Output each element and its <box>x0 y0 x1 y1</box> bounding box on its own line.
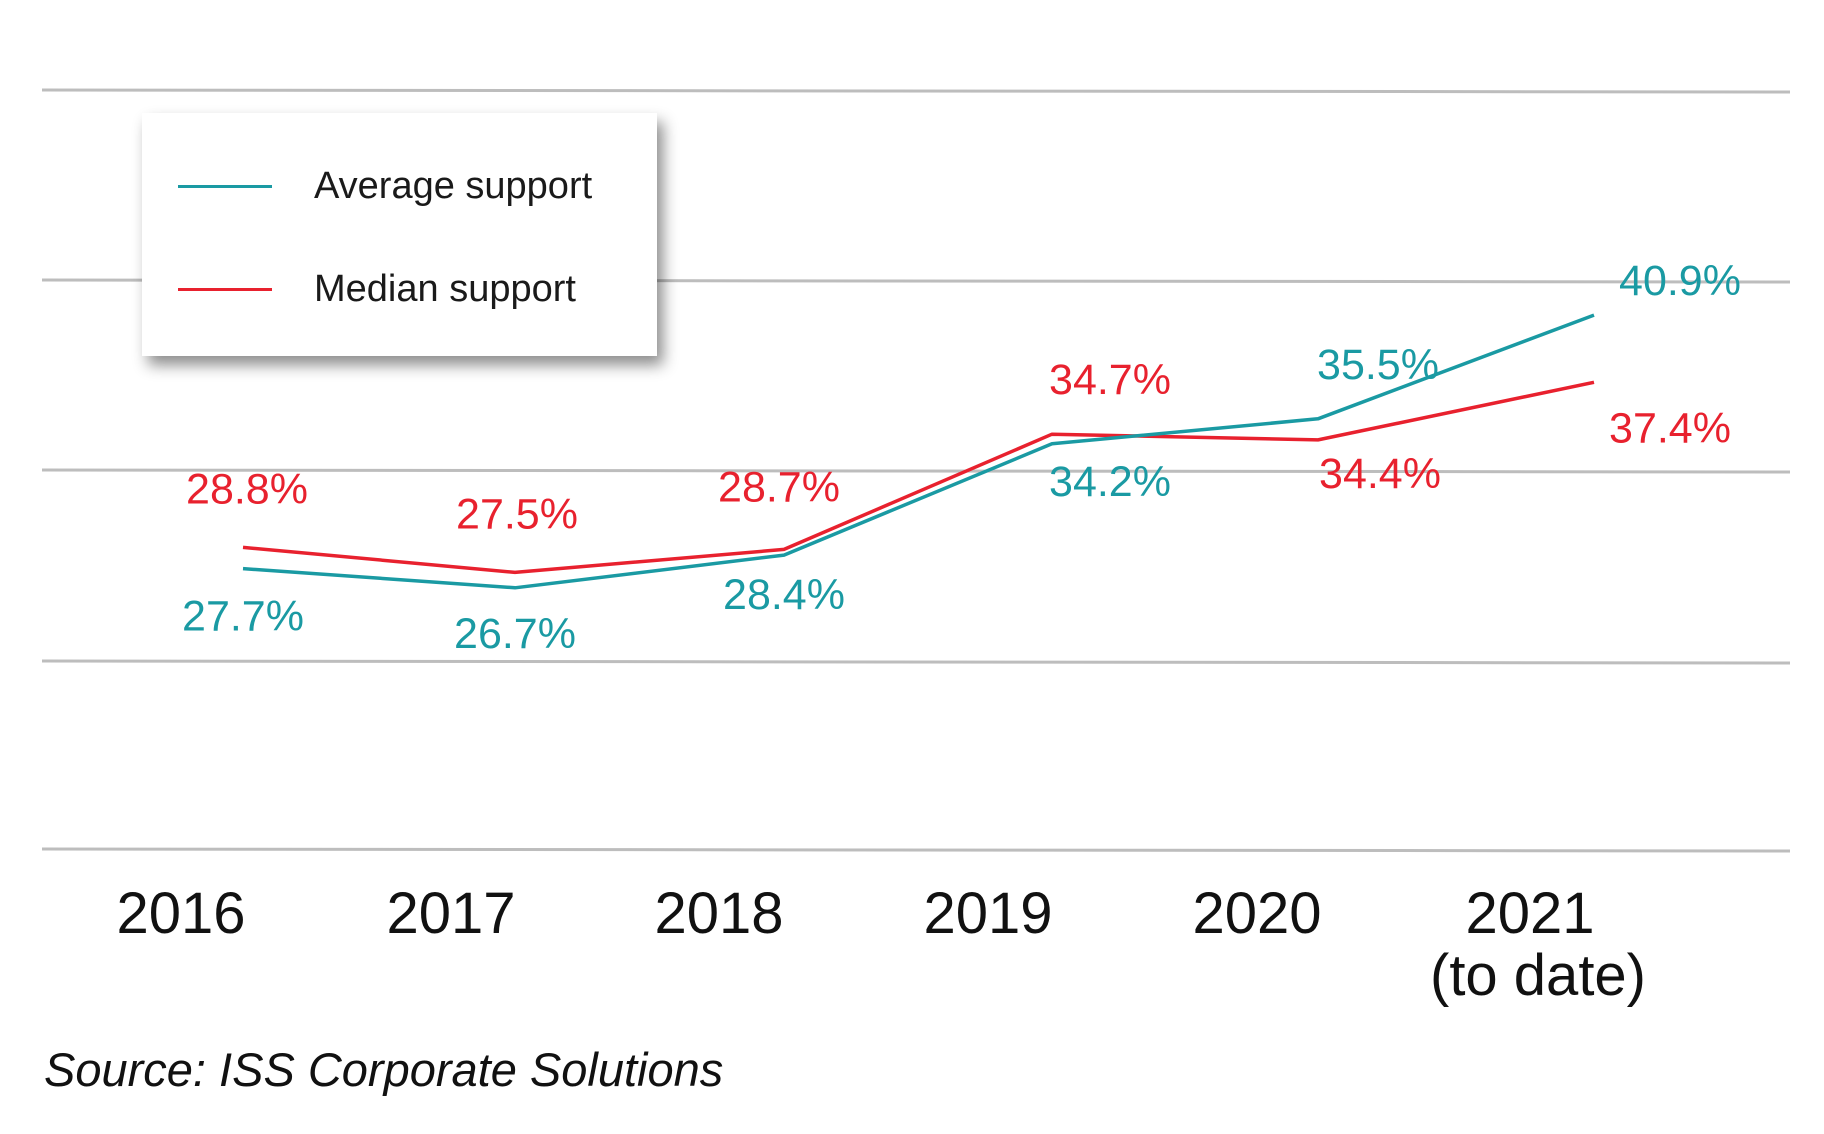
data-labels: 27.7% 26.7% 28.4% 34.2% 35.5% 40.9% 28.8% 27.5%… <box>182 257 1741 658</box>
x-tick-sublabel: (to date) <box>1430 943 1646 1008</box>
series-line-median <box>242 380 1595 575</box>
legend-label-average: Average support <box>314 165 593 207</box>
source-note: Source: ISS Corporate Solutions <box>44 1043 724 1096</box>
series-line-average <box>242 313 1595 590</box>
x-axis: 2016 2017 2018 2019 2020 2021(to date) <box>116 881 1646 1008</box>
data-label-average: 40.9% <box>1619 257 1741 305</box>
gridline <box>41 847 1791 853</box>
data-label-average: 34.2% <box>1049 458 1171 506</box>
data-label-median: 34.7% <box>1049 356 1171 404</box>
legend-swatch-median <box>178 288 272 291</box>
legend-item-median: Median support <box>178 268 576 311</box>
legend: Average support Median support <box>142 113 657 356</box>
data-label-median: 27.5% <box>456 490 578 538</box>
legend-item-average: Average support <box>178 165 592 208</box>
x-tick-label: 2021 <box>1465 881 1594 946</box>
data-label-median: 37.4% <box>1609 404 1731 452</box>
data-label-median: 28.7% <box>718 463 840 511</box>
gridline <box>41 88 1791 94</box>
x-tick-label: 2020 <box>1192 881 1321 946</box>
data-label-average: 27.7% <box>182 593 304 641</box>
data-label-average: 26.7% <box>454 610 576 658</box>
x-tick-label: 2019 <box>923 881 1052 946</box>
x-tick-label: 2018 <box>654 881 783 946</box>
gridline <box>41 468 1791 474</box>
data-label-average: 28.4% <box>723 571 845 619</box>
data-label-median: 34.4% <box>1319 450 1441 498</box>
data-label-median: 28.8% <box>186 465 308 513</box>
gridline <box>41 659 1791 665</box>
legend-label-median: Median support <box>314 268 576 310</box>
series-lines <box>242 313 1595 590</box>
legend-swatch-average <box>178 185 272 188</box>
data-label-average: 35.5% <box>1317 341 1439 389</box>
x-tick-label: 2017 <box>386 881 515 946</box>
x-tick-label: 2016 <box>116 881 245 946</box>
